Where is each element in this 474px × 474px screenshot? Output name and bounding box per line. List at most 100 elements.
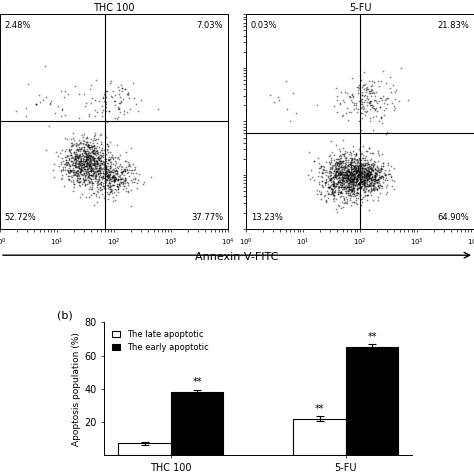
Point bbox=[377, 182, 384, 190]
Point bbox=[354, 175, 361, 182]
Point bbox=[118, 97, 125, 105]
Point bbox=[69, 129, 77, 137]
Point bbox=[91, 96, 99, 104]
Point bbox=[365, 170, 372, 177]
Point bbox=[76, 178, 84, 185]
Point bbox=[83, 157, 91, 164]
Point bbox=[339, 174, 346, 182]
Point bbox=[103, 140, 110, 148]
Point bbox=[134, 108, 142, 115]
Point bbox=[346, 177, 353, 185]
Point bbox=[346, 162, 353, 170]
Point bbox=[365, 182, 373, 190]
Point bbox=[112, 166, 119, 173]
Point bbox=[390, 82, 397, 89]
Point bbox=[82, 168, 90, 175]
Point bbox=[369, 184, 377, 191]
Point bbox=[108, 151, 116, 159]
Point bbox=[356, 172, 363, 179]
Point bbox=[335, 191, 342, 198]
Point bbox=[91, 154, 98, 162]
Point bbox=[81, 102, 89, 109]
Point bbox=[102, 165, 110, 173]
Point bbox=[111, 157, 119, 165]
Point bbox=[337, 189, 344, 197]
Point bbox=[78, 166, 86, 173]
Point bbox=[383, 94, 391, 102]
Point bbox=[83, 158, 91, 166]
Point bbox=[351, 167, 358, 174]
Point bbox=[342, 156, 350, 164]
Point bbox=[365, 186, 373, 194]
Point bbox=[331, 102, 338, 110]
Point bbox=[78, 165, 85, 173]
Point bbox=[358, 195, 366, 203]
Point bbox=[86, 152, 93, 160]
Point bbox=[115, 155, 123, 163]
Point bbox=[353, 177, 361, 185]
Point bbox=[328, 187, 335, 194]
Point bbox=[349, 181, 356, 188]
Point bbox=[132, 100, 140, 108]
Point bbox=[379, 173, 386, 181]
Point bbox=[365, 175, 372, 182]
Point bbox=[85, 164, 92, 172]
Point bbox=[117, 175, 125, 183]
Point bbox=[357, 162, 365, 170]
Point bbox=[89, 169, 97, 177]
Point bbox=[75, 115, 83, 122]
Point bbox=[362, 177, 370, 185]
Point bbox=[345, 190, 352, 197]
Point bbox=[344, 167, 351, 174]
Point bbox=[64, 158, 72, 165]
Point bbox=[94, 170, 102, 177]
Point bbox=[361, 172, 369, 179]
Point bbox=[362, 109, 370, 116]
Point bbox=[84, 150, 91, 158]
Point bbox=[74, 161, 82, 168]
Point bbox=[12, 107, 20, 114]
Point bbox=[337, 100, 344, 108]
Point bbox=[65, 169, 73, 176]
Point bbox=[90, 190, 98, 197]
Point bbox=[83, 151, 91, 158]
Point bbox=[351, 179, 358, 186]
Point bbox=[367, 179, 375, 187]
Point bbox=[354, 176, 361, 183]
Point bbox=[102, 87, 109, 95]
Point bbox=[355, 184, 362, 192]
Point bbox=[361, 188, 368, 195]
Point bbox=[76, 165, 84, 173]
Point bbox=[335, 173, 343, 181]
Point bbox=[66, 152, 73, 159]
Point bbox=[388, 176, 396, 184]
Point bbox=[358, 173, 365, 181]
Point bbox=[339, 193, 346, 201]
Point bbox=[356, 147, 364, 155]
Point bbox=[351, 175, 358, 183]
Point bbox=[80, 170, 88, 177]
Point bbox=[341, 150, 349, 157]
Point bbox=[349, 182, 356, 190]
Point bbox=[70, 158, 77, 166]
Point bbox=[360, 177, 368, 185]
Point bbox=[371, 106, 378, 114]
Point bbox=[372, 173, 380, 180]
Point bbox=[371, 171, 379, 179]
Point bbox=[320, 167, 328, 174]
Point bbox=[110, 177, 118, 185]
Point bbox=[72, 153, 79, 160]
Point bbox=[62, 153, 69, 161]
Point bbox=[91, 169, 99, 176]
Point bbox=[365, 170, 373, 177]
Point bbox=[348, 177, 356, 185]
Point bbox=[315, 168, 323, 176]
Point bbox=[76, 168, 84, 176]
Point bbox=[327, 176, 335, 183]
Point bbox=[353, 189, 360, 197]
Point bbox=[354, 90, 362, 97]
Point bbox=[86, 155, 94, 162]
Point bbox=[355, 184, 363, 192]
Point bbox=[70, 162, 78, 169]
Point bbox=[96, 169, 103, 177]
